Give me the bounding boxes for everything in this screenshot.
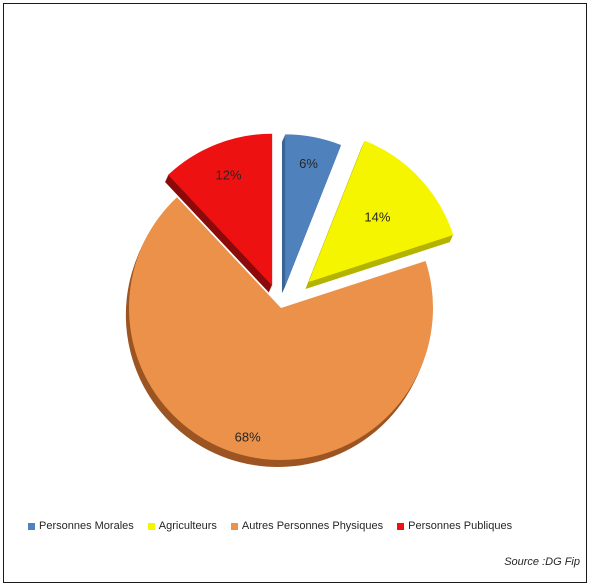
data-label-personnes-morales: 6% <box>299 156 318 171</box>
data-label-personnes-publiques: 12% <box>215 168 241 183</box>
legend-item-personnes-publiques: Personnes Publiques <box>397 520 512 532</box>
slice-agriculteurs <box>308 140 454 282</box>
legend-swatch-agriculteurs <box>147 522 155 530</box>
legend-label-personnes-publiques: Personnes Publiques <box>408 520 513 532</box>
legend-swatch-autres-personnes-physiques <box>230 522 238 530</box>
legend: Personnes Morales Agriculteurs Autres Pe… <box>28 520 512 532</box>
pie-labels: 6% 14% 68% 12% <box>215 156 390 445</box>
legend-item-agriculteurs: Agriculteurs <box>147 520 217 532</box>
legend-label-agriculteurs: Agriculteurs <box>158 520 217 532</box>
legend-item-autres-personnes-physiques: Autres Personnes Physiques <box>230 520 384 532</box>
legend-item-personnes-morales: Personnes Morales <box>28 520 134 532</box>
legend-swatch-personnes-morales <box>28 522 35 530</box>
chart-frame <box>3 3 587 583</box>
legend-label-personnes-morales: Personnes Morales <box>39 520 134 532</box>
slice-autres-personnes-physiques <box>129 197 434 461</box>
source-note: Source :DG Fip <box>504 556 580 568</box>
slice-personnes-morales <box>285 134 342 287</box>
slice-personnes-publiques <box>168 133 273 286</box>
data-label-agriculteurs: 14% <box>364 210 390 225</box>
pie-slices <box>129 133 454 461</box>
data-label-autres-personnes-physiques: 68% <box>235 430 261 445</box>
legend-label-autres-personnes-physiques: Autres Personnes Physiques <box>241 520 384 532</box>
legend-swatch-personnes-publiques <box>397 522 405 530</box>
